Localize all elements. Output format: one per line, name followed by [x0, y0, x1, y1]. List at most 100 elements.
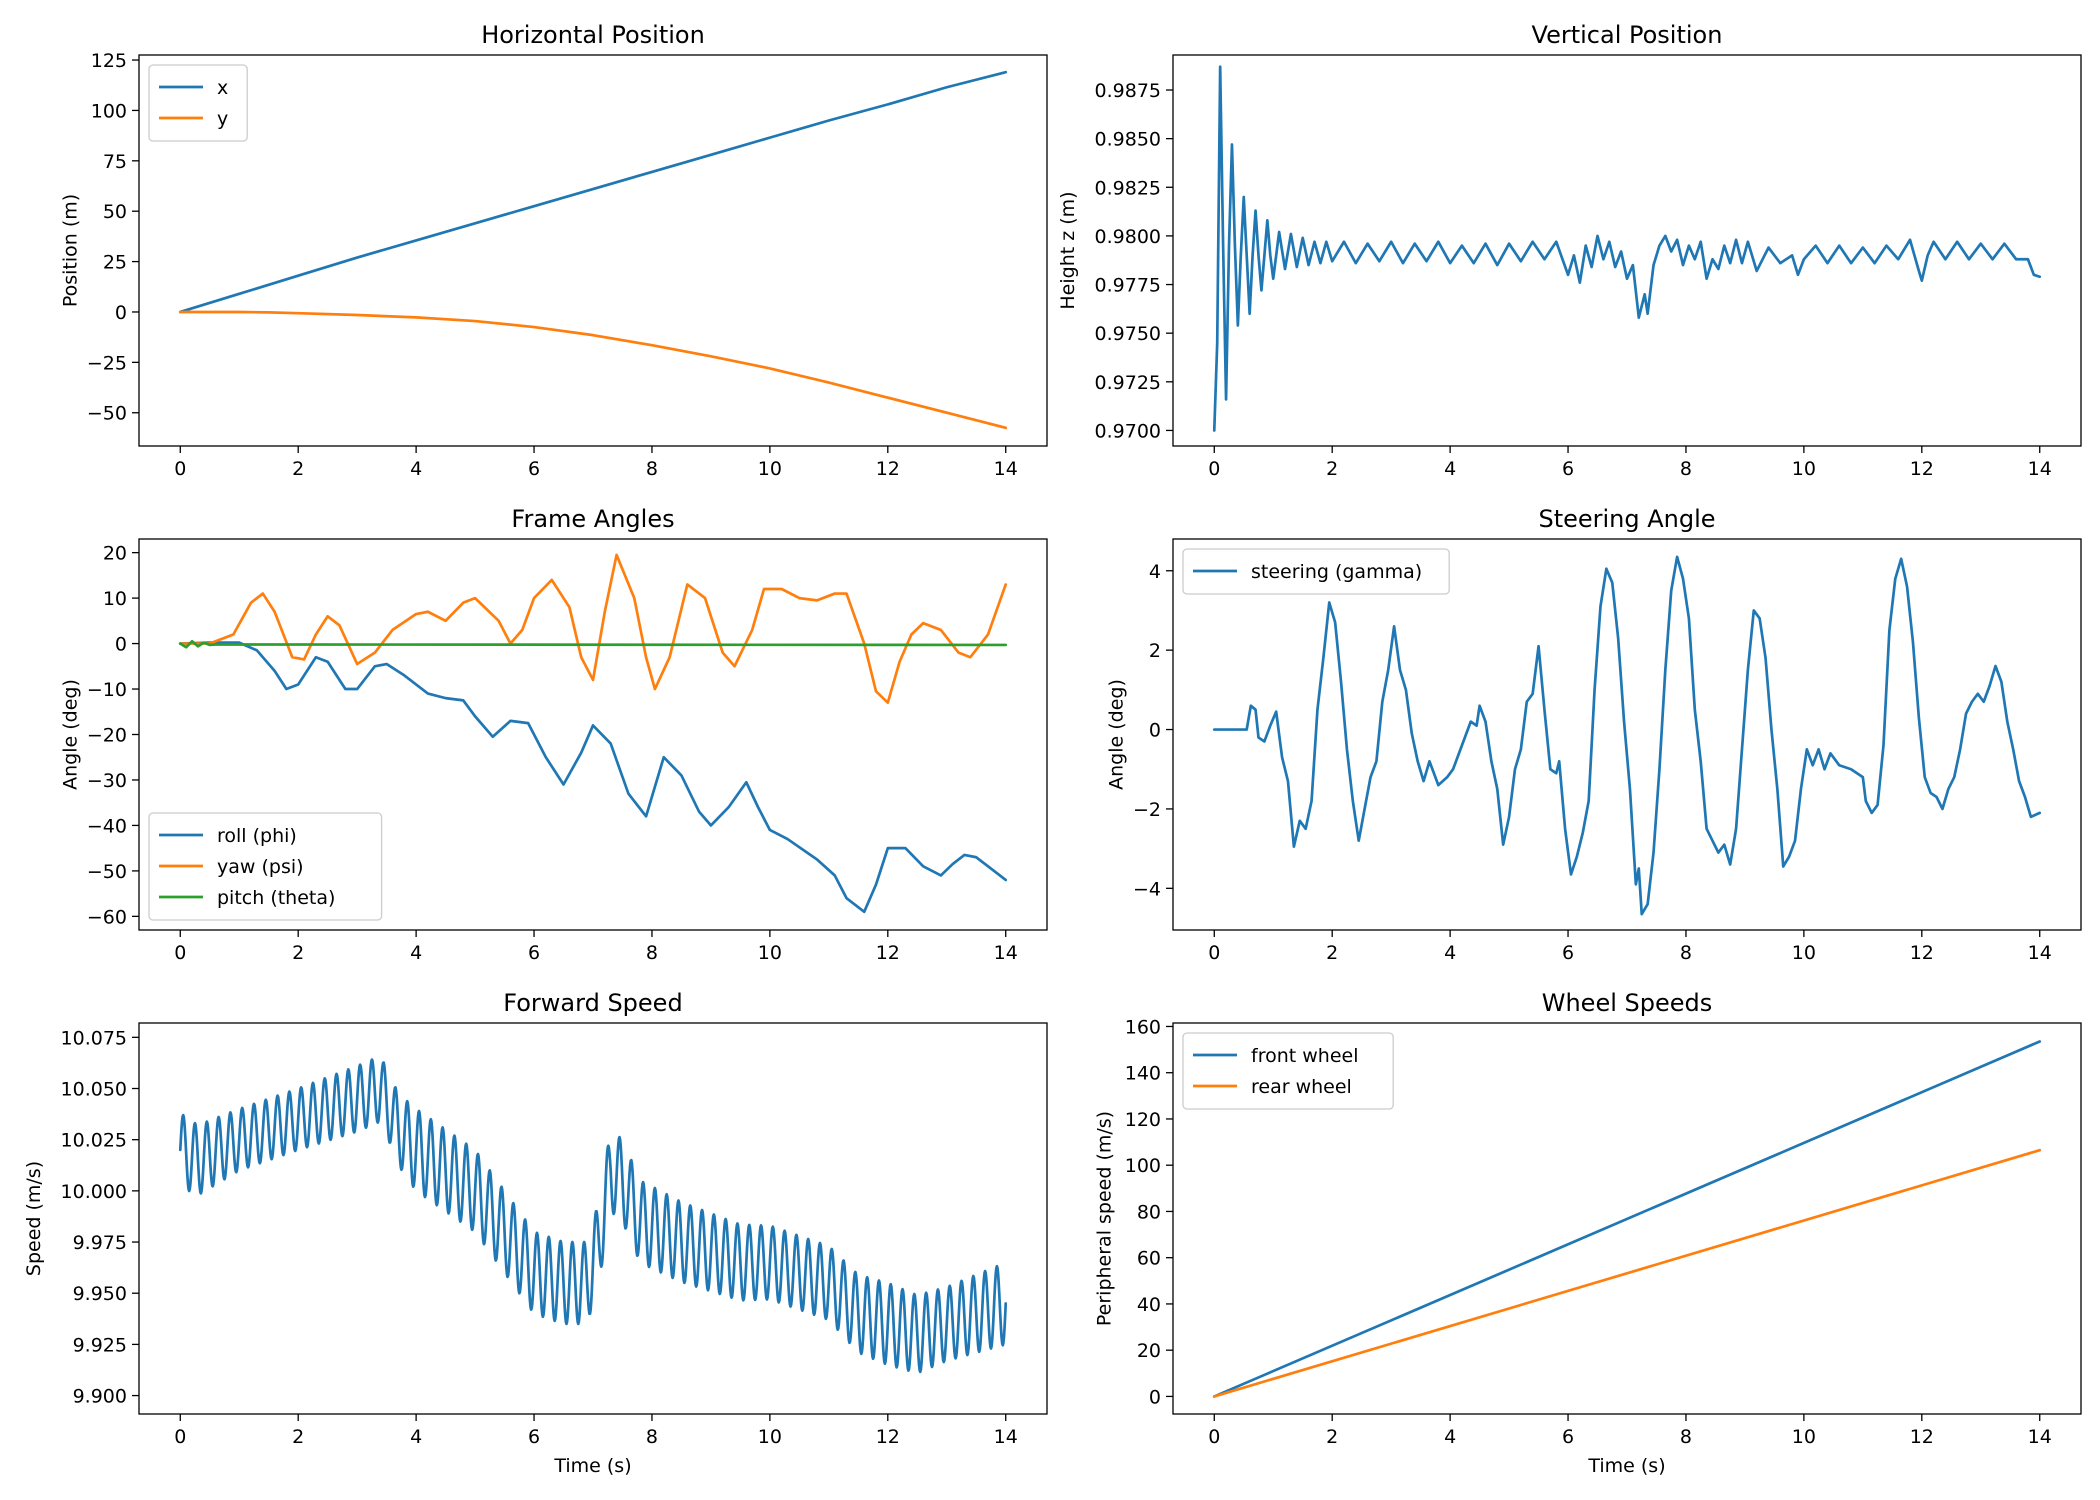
forward-speed-y-axis-label: Speed (m/s)	[23, 1161, 45, 1276]
x-tick-label: 4	[410, 458, 422, 480]
legend-frame	[1182, 548, 1450, 595]
wheel-speeds-series-front-wheel	[1212, 1040, 2042, 1398]
legend-label: pitch (theta)	[217, 887, 335, 909]
x-tick-label: 12	[876, 1426, 900, 1448]
x-tick-label: 6	[528, 458, 540, 480]
x-tick-label: 14	[2028, 458, 2052, 480]
y-tick-label: 0.9875	[1095, 80, 1161, 102]
x-tick-label: 14	[2028, 1426, 2052, 1448]
frame-angles-series-yaw-psi	[178, 553, 1008, 705]
y-tick-label: 9.950	[73, 1283, 127, 1305]
x-tick-label: 14	[994, 942, 1018, 964]
legend-label: y	[217, 108, 228, 130]
y-tick-label: 2	[1149, 640, 1161, 662]
x-tick-label: 12	[1910, 942, 1934, 964]
x-tick-label: 8	[646, 942, 658, 964]
x-tick-label: 12	[1910, 1426, 1934, 1448]
y-tick-label: 0.9825	[1095, 177, 1161, 199]
legend-frame	[1182, 1032, 1394, 1110]
x-tick-label: 10	[1792, 942, 1816, 964]
steering-angle-legend: steering (gamma)	[1182, 548, 1450, 595]
x-tick-label: 2	[292, 1426, 304, 1448]
frame-angles-series-roll-phi	[178, 641, 1008, 914]
x-tick-label: 14	[2028, 942, 2052, 964]
y-tick-label: 0.9750	[1095, 323, 1161, 345]
x-tick-label: 2	[292, 458, 304, 480]
y-tick-label: 9.900	[73, 1386, 127, 1408]
y-tick-label: 0	[115, 634, 127, 656]
y-tick-label: 0.9850	[1095, 129, 1161, 151]
x-tick-label: 8	[646, 458, 658, 480]
x-tick-label: 10	[758, 942, 782, 964]
steering-angle-chart: 0 2 4 6 8 10 12 14 −4 −2 0 2 4 Steering Angle Angle (d…	[1106, 505, 2082, 964]
y-tick-label: 75	[103, 151, 127, 173]
x-tick-label: 6	[1562, 1426, 1574, 1448]
x-tick-label: 6	[1562, 458, 1574, 480]
x-tick-label: 0	[174, 942, 186, 964]
vertical-position-series-height	[1212, 65, 2042, 432]
x-tick-label: 14	[994, 1426, 1018, 1448]
horizontal-position-y-axis-label: Position (m)	[59, 194, 81, 307]
frame-angles-series-pitch-theta	[178, 639, 1008, 649]
wheel-speeds-series-rear-wheel	[1212, 1148, 2042, 1398]
frame-angles-legend: roll (phi) yaw (psi) pitch (theta)	[148, 812, 383, 921]
x-tick-label: 0	[174, 458, 186, 480]
y-tick-label: 0.9800	[1095, 226, 1161, 248]
y-tick-label: −50	[87, 861, 127, 883]
legend-label: roll (phi)	[217, 825, 297, 847]
forward-speed-series-speed	[178, 1058, 1008, 1374]
x-tick-label: 4	[1444, 1426, 1456, 1448]
x-tick-label: 0	[1208, 1426, 1220, 1448]
y-tick-label: 0.9775	[1095, 275, 1161, 297]
x-tick-label: 8	[646, 1426, 658, 1448]
legend-label: yaw (psi)	[217, 856, 304, 878]
y-tick-label: 125	[91, 50, 127, 72]
forward-speed-x-axis-label: Time (s)	[553, 1455, 631, 1477]
x-tick-label: 12	[876, 942, 900, 964]
horizontal-position-chart: 0 2 4 6 8 10 12 14 −50 −25 0 25 50 75 100 125 Horizontal…	[59, 21, 1048, 480]
wheel-speeds-legend: front wheel rear wheel	[1182, 1032, 1394, 1110]
legend-frame	[148, 64, 248, 142]
x-tick-label: 0	[1208, 458, 1220, 480]
y-tick-label: −30	[87, 770, 127, 792]
y-tick-label: 120	[1125, 1109, 1161, 1131]
x-tick-label: 8	[1680, 942, 1692, 964]
steering-angle-title: Steering Angle	[1538, 505, 1715, 533]
steering-angle-axes-frame	[1172, 538, 2082, 931]
x-tick-label: 2	[292, 942, 304, 964]
y-tick-label: −20	[87, 725, 127, 747]
y-tick-label: −25	[87, 352, 127, 374]
y-tick-label: 10.050	[61, 1079, 127, 1101]
forward-speed-title: Forward Speed	[503, 989, 682, 1017]
y-tick-label: 4	[1149, 561, 1161, 583]
y-tick-label: −40	[87, 815, 127, 837]
y-tick-label: −10	[87, 679, 127, 701]
horizontal-position-axes-frame	[138, 54, 1048, 447]
x-tick-label: 0	[174, 1426, 186, 1448]
y-tick-label: 20	[1137, 1340, 1161, 1362]
vertical-position-y-axis-label: Height z (m)	[1057, 191, 1079, 309]
vertical-position-axes-frame	[1172, 54, 2082, 447]
wheel-speeds-y-axis-label: Peripheral speed (m/s)	[1093, 1111, 1115, 1326]
x-tick-label: 8	[1680, 1426, 1692, 1448]
y-tick-label: 140	[1125, 1063, 1161, 1085]
x-tick-label: 0	[1208, 942, 1220, 964]
x-tick-label: 6	[528, 1426, 540, 1448]
y-tick-label: 0	[1149, 1386, 1161, 1408]
x-tick-label: 4	[1444, 458, 1456, 480]
forward-speed-chart: 0 2 4 6 8 10 12 14 9.900 9.925 9.950 9.975 10.000 10.…	[23, 989, 1048, 1477]
legend-label: front wheel	[1251, 1045, 1358, 1067]
y-tick-label: 10.025	[61, 1130, 127, 1152]
y-tick-label: −60	[87, 906, 127, 928]
y-tick-label: −50	[87, 403, 127, 425]
horizontal-position-series-y	[178, 310, 1008, 430]
legend-label: rear wheel	[1251, 1076, 1352, 1098]
x-tick-label: 2	[1326, 942, 1338, 964]
x-tick-label: 2	[1326, 1426, 1338, 1448]
wheel-speeds-x-axis-label: Time (s)	[1587, 1455, 1665, 1477]
y-tick-label: 20	[103, 543, 127, 565]
y-tick-label: −4	[1133, 878, 1161, 900]
y-tick-label: 0.9725	[1095, 372, 1161, 394]
